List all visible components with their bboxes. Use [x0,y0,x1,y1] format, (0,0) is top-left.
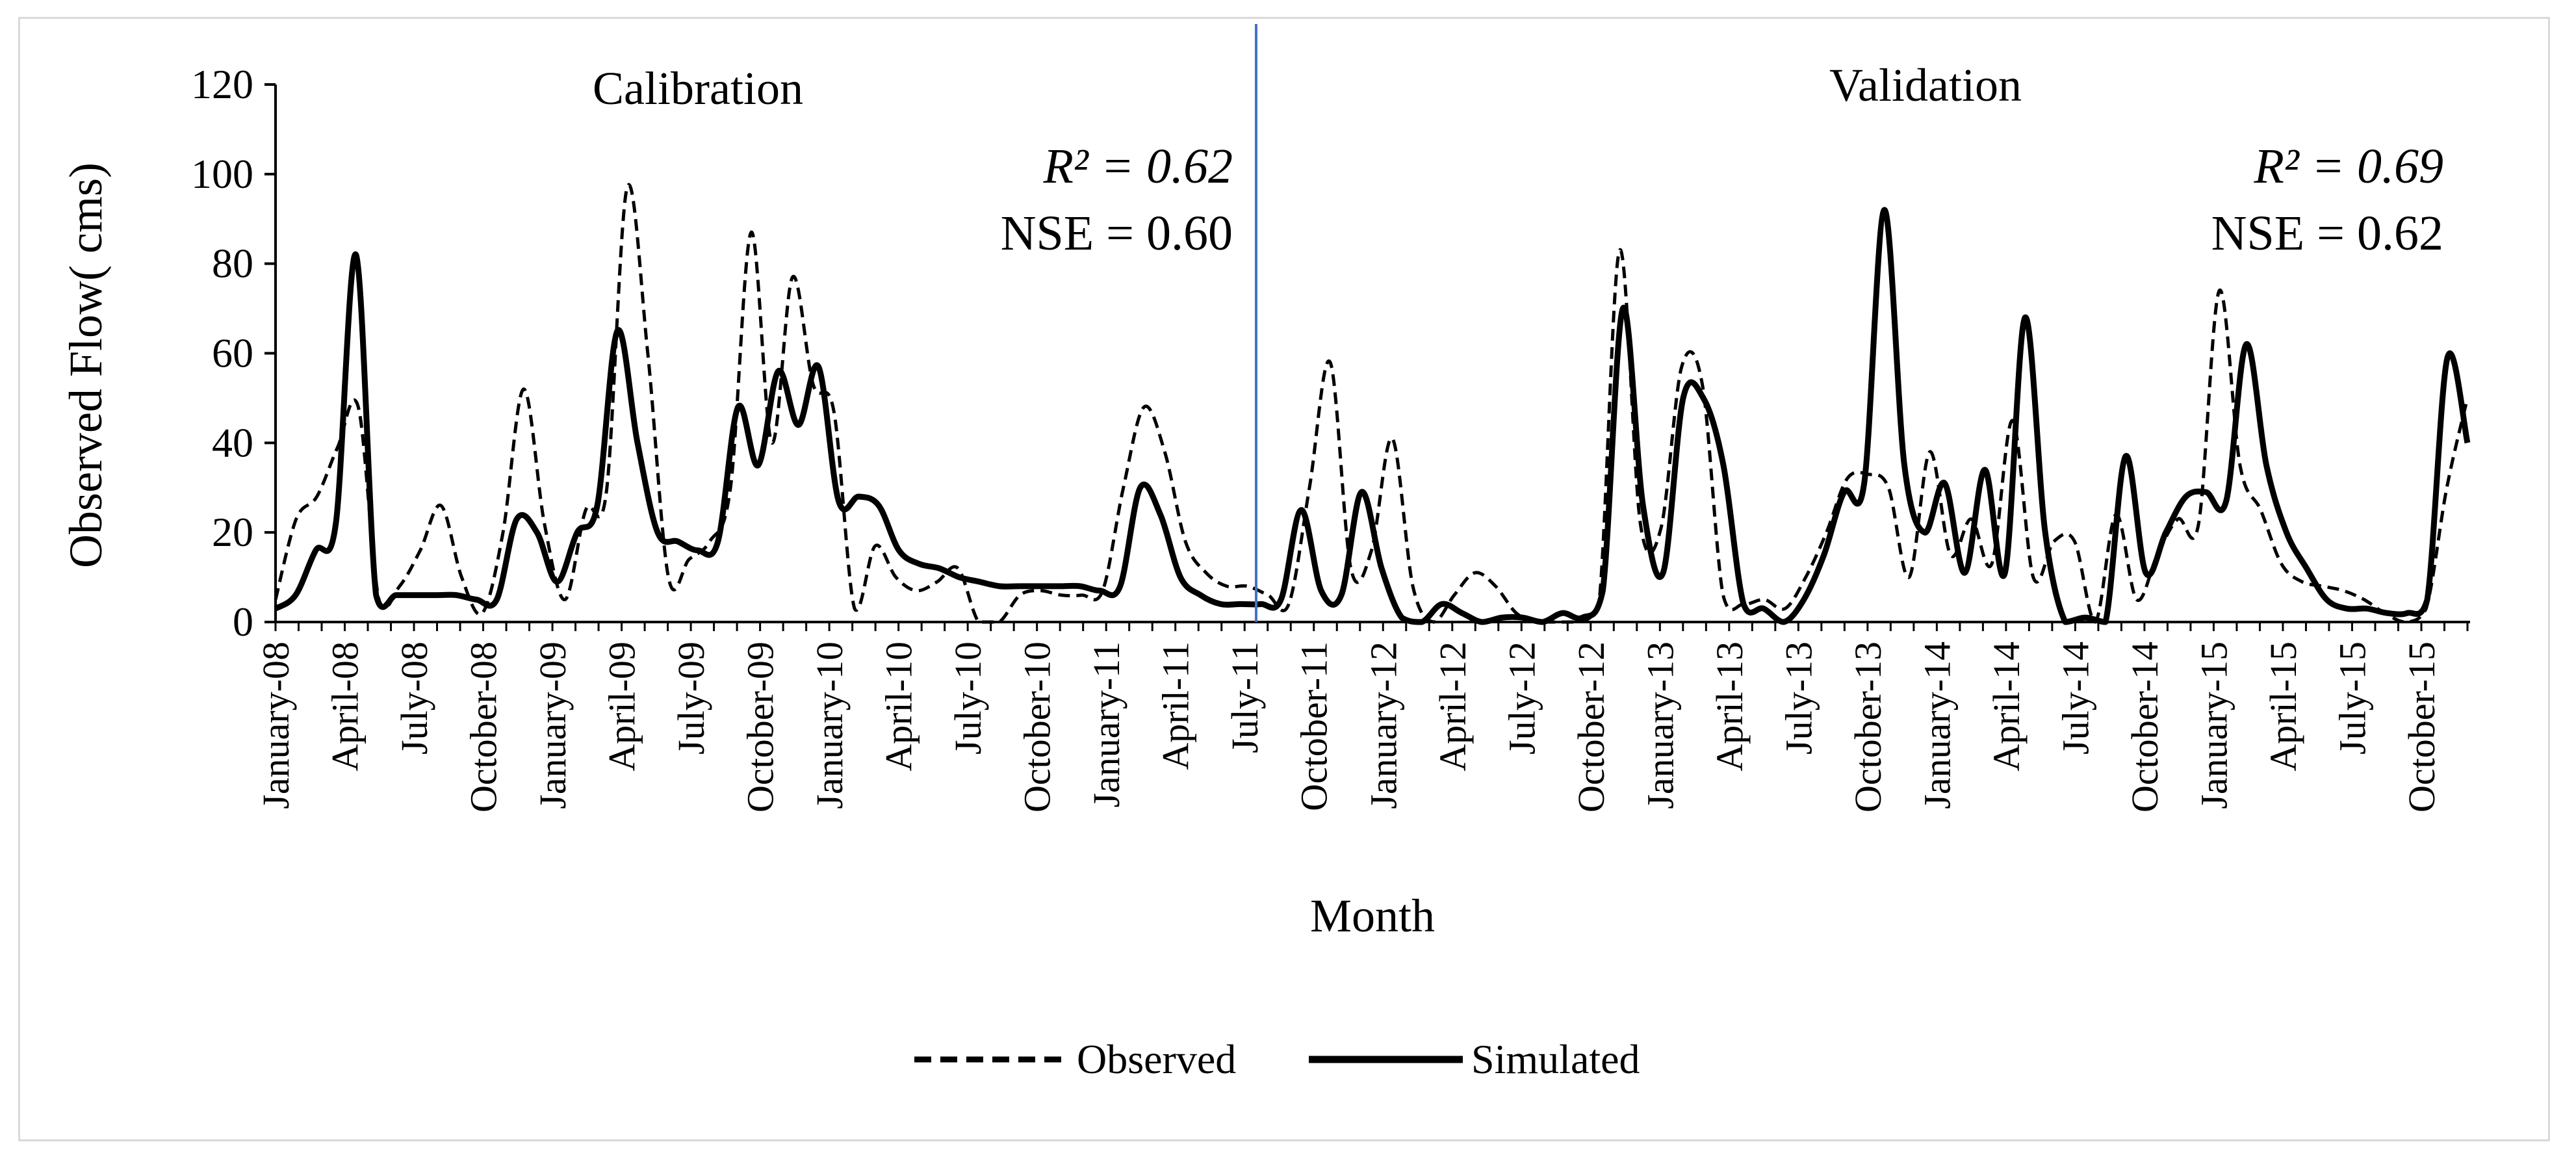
y-axis: 0 20 40 60 80 100 120 [191,61,277,645]
x-tick-label: July-14 [2054,642,2096,755]
flow-chart: 0 20 40 60 80 100 120 January-08 April-08 July-0… [60,24,2471,1082]
x-tick-label: October-10 [1016,642,1059,812]
x-tick-label: January-09 [532,642,574,809]
series-layer [274,183,2471,625]
x-tick-label: January-14 [1916,642,1958,809]
x-tick-label: July-08 [393,642,435,755]
y-tick-label: 120 [191,61,253,107]
x-tick-label: April-13 [1708,642,1751,772]
y-tick-label: 100 [191,151,253,197]
chart-frame: 0 20 40 60 80 100 120 January-08 April-08 July-0… [18,17,2550,1141]
calibration-nse: NSE = 0.60 [1001,206,1233,261]
x-tick-label: July-12 [1501,642,1543,755]
y-tick-label: 80 [212,240,253,287]
x-tick-label: January-11 [1085,642,1127,808]
x-tick-label: October-15 [2401,642,2443,812]
x-tick-label: July-09 [670,642,712,755]
x-tick-label: July-13 [1777,642,1820,755]
x-tick-label: January-08 [255,642,297,809]
calibration-label: Calibration [593,62,803,114]
x-tick-label: July-11 [1224,642,1266,753]
x-tick-label: April-08 [324,642,367,772]
legend-observed-label: Observed [1077,1036,1236,1082]
x-tick-label: April-09 [601,642,643,772]
x-tick-label: October-14 [2124,642,2166,812]
x-tick-label: October-13 [1847,642,1889,812]
y-tick-label: 20 [212,509,253,555]
legend: Observed Simulated [914,1036,1640,1082]
x-tick-label: July-15 [2331,642,2373,755]
x-tick-label: January-12 [1362,642,1404,809]
validation-nse: NSE = 0.62 [2211,206,2443,261]
series-observed-line [274,183,2469,624]
y-tick-label: 60 [212,330,253,376]
x-tick-label: October-09 [740,642,782,812]
x-tick-label: October-11 [1293,642,1335,811]
y-axis-title: Observed Flow( cms) [60,162,112,568]
x-tick-label: January-10 [808,642,851,809]
x-tick-label: October-12 [1570,642,1612,812]
x-tick-label: July-10 [947,642,989,755]
y-tick-label: 40 [212,419,253,465]
x-tick-label: January-15 [2193,642,2235,809]
series-simulated-line [274,207,2471,625]
x-tick-label: April-10 [878,642,920,772]
x-tick-label: October-08 [463,642,505,812]
x-tick-label: January-13 [1639,642,1681,809]
validation-label: Validation [1829,59,2022,111]
calibration-r2: R² = 0.62 [1043,139,1233,194]
legend-simulated-label: Simulated [1471,1036,1640,1082]
x-tick-label: April-11 [1155,642,1197,770]
y-tick-label: 0 [233,599,253,645]
x-tick-label: April-14 [1985,642,2028,772]
validation-r2: R² = 0.69 [2254,139,2444,194]
x-axis-title: Month [1310,890,1435,942]
x-tick-label: April-12 [1432,642,1474,772]
x-tick-label: April-15 [2262,642,2304,772]
x-axis: January-08 April-08 July-08 October-08 Janua… [255,621,2470,812]
